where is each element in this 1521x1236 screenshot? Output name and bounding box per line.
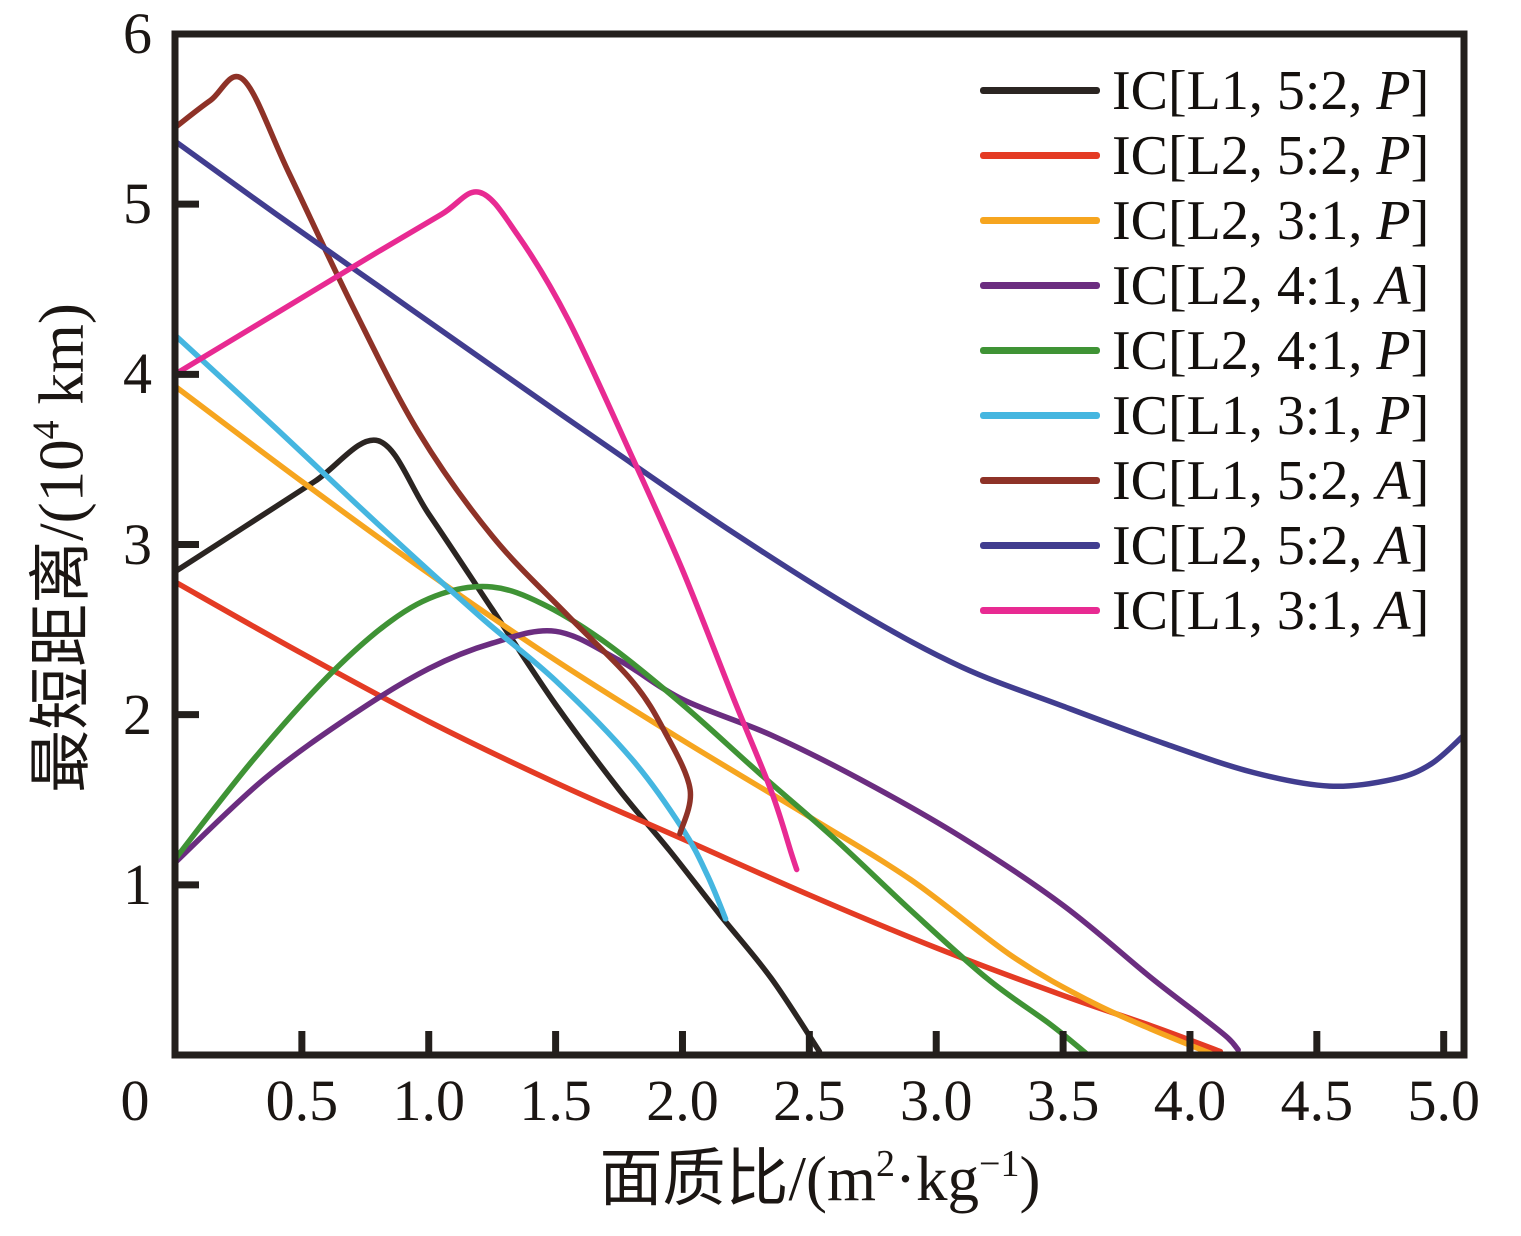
legend-item-ic-l2-5-2-p: IC[L2, 5:2, P]: [980, 123, 1429, 188]
legend-label-suffix: ]: [1410, 384, 1430, 447]
legend-swatch-ic-l1-3-1-p: [980, 412, 1100, 419]
legend-swatch-ic-l2-3-1-p: [980, 217, 1100, 224]
legend-label-suffix: ]: [1410, 319, 1430, 382]
curve-ic-l2-5-2-p: [172, 579, 1224, 1055]
legend-swatch-ic-l2-4-1-a: [980, 282, 1100, 289]
x-tick-label-2.5: 2.5: [773, 1068, 846, 1133]
y-tick-label-1: 1: [123, 851, 152, 917]
curve-ic-l1-3-1-p: [172, 332, 729, 922]
x-axis-title-mid: ·kg: [895, 1144, 980, 1214]
curve-ic-l1-5-2-a: [172, 74, 694, 837]
curve-ic-l2-4-1-p: [172, 583, 1089, 1057]
x-tick-label-1.5: 1.5: [519, 1068, 592, 1133]
x-axis-title-sup2: 2: [876, 1143, 896, 1185]
y-tick-label-2: 2: [123, 681, 152, 747]
x-tick-label-5.0: 5.0: [1407, 1068, 1480, 1133]
legend-swatch-ic-l2-5-2-a: [980, 542, 1100, 549]
legend-label-prefix: IC[L1, 5:2,: [1112, 449, 1377, 512]
legend-label-ic-l2-4-1-p: IC[L2, 4:1, P]: [1112, 323, 1429, 379]
legend-label-prefix: IC[L2, 5:2,: [1112, 514, 1377, 577]
legend-label-ic-l2-5-2-a: IC[L2, 5:2, A]: [1112, 518, 1429, 574]
legend-label-suffix: ]: [1410, 59, 1430, 122]
legend-label-prefix: IC[L2, 3:1,: [1112, 189, 1377, 252]
x-tick-label-origin: 0: [120, 1068, 150, 1133]
x-axis-title-close: ): [1019, 1144, 1041, 1214]
legend-swatch-ic-l2-5-2-p: [980, 152, 1100, 159]
legend-label-suffix: ]: [1410, 124, 1430, 187]
y-tick-label-6: 6: [123, 1, 152, 66]
x-tick-label-4.0: 4.0: [1153, 1068, 1227, 1133]
y-tick-label-4: 4: [123, 341, 152, 407]
legend-label-variant: A: [1376, 449, 1411, 512]
legend: IC[L1, 5:2, P] IC[L2, 5:2, P] IC[L2, 3:1, …: [980, 58, 1429, 643]
legend-item-ic-l1-5-2-a: IC[L1, 5:2, A]: [980, 448, 1429, 513]
curve-ic-l2-4-1-a: [172, 627, 1241, 1053]
legend-label-variant: P: [1376, 384, 1411, 447]
legend-label-ic-l1-3-1-a: IC[L1, 3:1, A]: [1112, 583, 1429, 639]
legend-label-prefix: IC[L1, 3:1,: [1112, 579, 1377, 642]
y-axis-title: 最短距离/(104 km): [26, 303, 97, 793]
x-tick-label-4.5: 4.5: [1280, 1068, 1354, 1133]
x-tick-label-3.5: 3.5: [1026, 1068, 1100, 1133]
legend-label-prefix: IC[L1, 3:1,: [1112, 384, 1377, 447]
legend-label-suffix: ]: [1410, 189, 1430, 252]
legend-label-variant: A: [1376, 254, 1411, 317]
y-tick-label-5: 5: [123, 171, 152, 237]
x-tick-label-0.5: 0.5: [265, 1068, 339, 1133]
x-tick-label-1.0: 1.0: [392, 1068, 465, 1133]
curve-ic-l1-5-2-p: [172, 437, 823, 1055]
y-axis-title-close: km): [26, 303, 97, 421]
legend-item-ic-l1-3-1-p: IC[L1, 3:1, P]: [980, 383, 1429, 448]
legend-label-variant: P: [1376, 319, 1411, 382]
legend-label-prefix: IC[L2, 4:1,: [1112, 254, 1377, 317]
legend-label-suffix: ]: [1410, 514, 1430, 577]
legend-label-prefix: IC[L2, 4:1,: [1112, 319, 1377, 382]
x-axis-title-text: 面质比/(m: [599, 1144, 877, 1214]
legend-swatch-ic-l1-3-1-a: [980, 607, 1100, 614]
legend-item-ic-l2-4-1-a: IC[L2, 4:1, A]: [980, 253, 1429, 318]
curve-ic-l2-5-2-a: [172, 138, 1467, 790]
x-axis-title-sup-minus1: −1: [979, 1143, 1020, 1185]
legend-item-ic-l1-5-2-p: IC[L1, 5:2, P]: [980, 58, 1429, 123]
y-tick-label-3: 3: [123, 511, 152, 577]
legend-label-ic-l2-3-1-p: IC[L2, 3:1, P]: [1112, 193, 1429, 249]
legend-label-prefix: IC[L1, 5:2,: [1112, 59, 1377, 122]
curve-ic-l2-3-1-p: [172, 383, 1214, 1057]
legend-label-variant: P: [1376, 59, 1411, 122]
y-axis-title-sup4: 4: [25, 420, 68, 440]
legend-swatch-ic-l1-5-2-p: [980, 87, 1100, 94]
legend-label-ic-l2-4-1-a: IC[L2, 4:1, A]: [1112, 258, 1429, 314]
x-tick-label-2.0: 2.0: [646, 1068, 719, 1133]
legend-label-suffix: ]: [1410, 449, 1430, 512]
legend-swatch-ic-l1-5-2-a: [980, 477, 1100, 484]
legend-swatch-ic-l2-4-1-p: [980, 347, 1100, 354]
x-axis-title: 面质比/(m2·kg−1): [460, 1145, 1180, 1211]
legend-label-variant: P: [1376, 124, 1411, 187]
y-axis-title-text: 最短距离/(10: [26, 439, 97, 793]
legend-label-variant: A: [1376, 579, 1411, 642]
curve-ic-l1-3-1-a: [172, 189, 800, 873]
legend-label-variant: A: [1376, 514, 1411, 577]
legend-label-suffix: ]: [1410, 579, 1430, 642]
legend-item-ic-l2-5-2-a: IC[L2, 5:2, A]: [980, 513, 1429, 578]
legend-label-ic-l2-5-2-p: IC[L2, 5:2, P]: [1112, 128, 1429, 184]
legend-label-ic-l1-5-2-p: IC[L1, 5:2, P]: [1112, 63, 1429, 119]
legend-label-ic-l1-3-1-p: IC[L1, 3:1, P]: [1112, 388, 1429, 444]
legend-item-ic-l1-3-1-a: IC[L1, 3:1, A]: [980, 578, 1429, 643]
legend-label-ic-l1-5-2-a: IC[L1, 5:2, A]: [1112, 453, 1429, 509]
legend-item-ic-l2-4-1-p: IC[L2, 4:1, P]: [980, 318, 1429, 383]
legend-label-variant: P: [1376, 189, 1411, 252]
x-tick-label-3.0: 3.0: [899, 1068, 973, 1133]
legend-item-ic-l2-3-1-p: IC[L2, 3:1, P]: [980, 188, 1429, 253]
legend-label-suffix: ]: [1410, 254, 1430, 317]
legend-label-prefix: IC[L2, 5:2,: [1112, 124, 1377, 187]
